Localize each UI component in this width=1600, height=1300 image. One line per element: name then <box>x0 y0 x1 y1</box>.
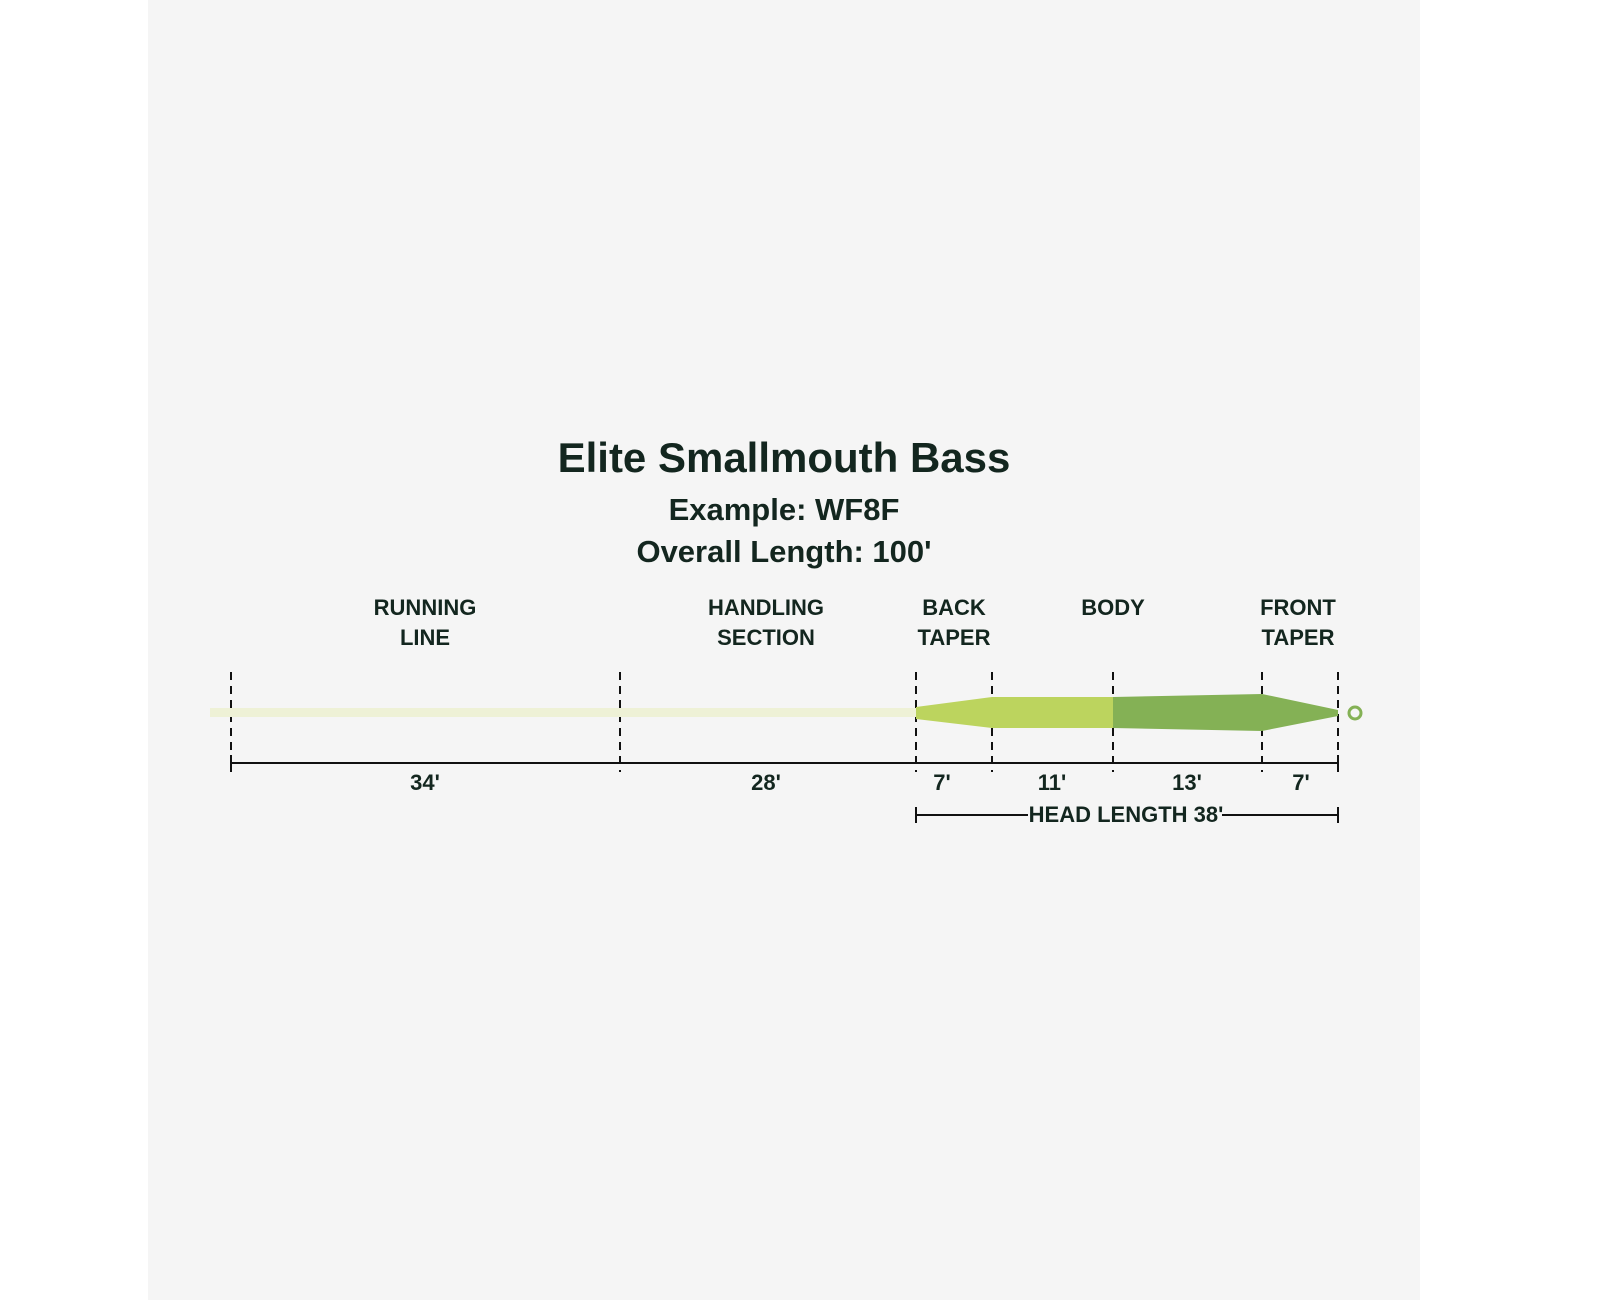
section-length: 11' <box>1038 770 1067 795</box>
section-label: BACK <box>922 595 986 620</box>
head-length: HEAD LENGTH 38' <box>1029 802 1224 827</box>
section-label: FRONT <box>1260 595 1336 620</box>
subtitle: Overall Length: 100' <box>636 534 931 569</box>
title: Elite Smallmouth Bass <box>558 434 1011 481</box>
section-label: TAPER <box>1262 625 1335 650</box>
section-label: SECTION <box>717 625 815 650</box>
section-label: BODY <box>1081 595 1145 620</box>
section-length: 28' <box>751 770 781 795</box>
section-length: 13' <box>1172 770 1202 795</box>
section-length: 7' <box>1292 770 1309 795</box>
panel <box>148 0 1420 1300</box>
section-length: 7' <box>933 770 950 795</box>
section-label: HANDLING <box>708 595 824 620</box>
section-label: TAPER <box>918 625 991 650</box>
section-label: LINE <box>400 625 450 650</box>
fly-line <box>210 694 1363 731</box>
dimension-line <box>230 755 1339 823</box>
section-length: 34' <box>410 770 440 795</box>
section-label: RUNNING <box>374 595 477 620</box>
subtitle: Example: WF8F <box>669 492 900 527</box>
